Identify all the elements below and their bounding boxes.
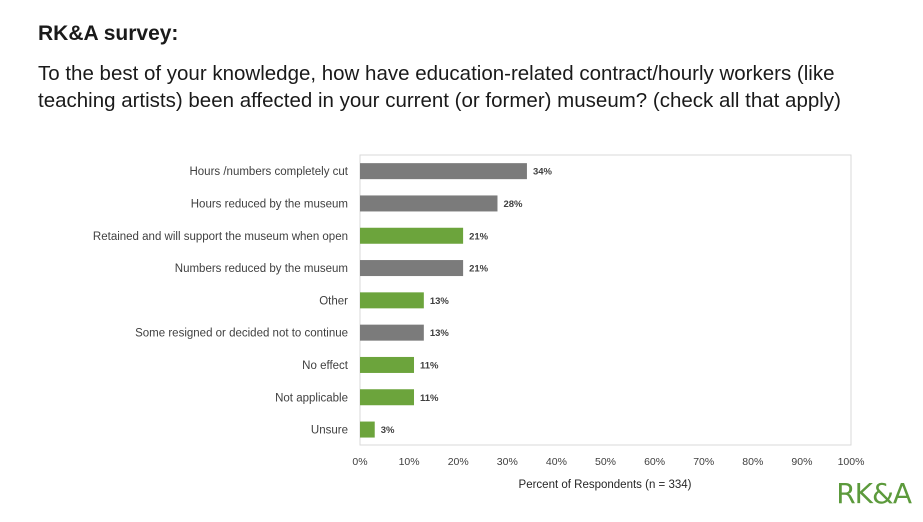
data-label: 28% (503, 199, 523, 210)
x-tick-label: 100% (838, 456, 865, 468)
data-label: 34% (533, 167, 553, 178)
x-tick-label: 50% (595, 456, 616, 468)
category-label: Numbers reduced by the museum (175, 263, 348, 275)
x-tick-label: 90% (791, 456, 812, 468)
x-tick-label: 60% (644, 456, 665, 468)
category-label: Hours reduced by the museum (191, 198, 348, 210)
category-label: No effect (302, 360, 349, 372)
data-label: 21% (469, 231, 489, 242)
category-label: Some resigned or decided not to continue (135, 328, 348, 340)
data-label: 11% (420, 360, 439, 371)
bar-3 (360, 260, 464, 277)
bar-5 (360, 324, 424, 341)
x-tick-label: 70% (693, 456, 714, 468)
x-tick-label: 40% (546, 456, 567, 468)
x-tick-label: 10% (399, 456, 420, 468)
data-label: 3% (381, 425, 395, 436)
data-label: 11% (420, 393, 439, 404)
bar-2 (360, 227, 464, 244)
category-label: Hours /numbers completely cut (189, 166, 348, 178)
data-label: 13% (430, 328, 450, 339)
x-axis-title: Percent of Respondents (n = 334) (519, 479, 692, 491)
bar-1 (360, 195, 498, 212)
data-label: 13% (430, 296, 450, 307)
bar-8 (360, 421, 375, 438)
data-label: 21% (469, 264, 489, 275)
bar-7 (360, 389, 415, 406)
chart-heading: RK&A survey: (38, 22, 179, 45)
bar-0 (360, 163, 527, 180)
survey-question: To the best of your knowledge, how have … (38, 62, 841, 112)
x-tick-label: 0% (352, 456, 367, 468)
category-label: Other (319, 295, 348, 307)
category-label: Unsure (311, 425, 348, 437)
category-label: Not applicable (275, 392, 348, 404)
category-label: Retained and will support the museum whe… (93, 231, 348, 243)
rka-logo: RK&A (836, 477, 912, 510)
x-tick-label: 80% (742, 456, 763, 468)
bar-4 (360, 292, 424, 309)
x-tick-label: 30% (497, 456, 518, 468)
x-tick-label: 20% (448, 456, 469, 468)
bar-6 (360, 356, 415, 373)
